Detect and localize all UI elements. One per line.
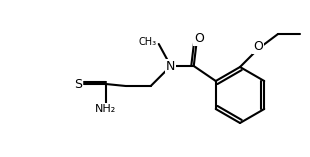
Text: N: N bbox=[166, 60, 175, 73]
Text: NH₂: NH₂ bbox=[95, 104, 116, 114]
Text: O: O bbox=[253, 41, 263, 54]
Text: S: S bbox=[74, 78, 82, 90]
Text: CH₃: CH₃ bbox=[139, 37, 157, 47]
Text: O: O bbox=[194, 32, 204, 46]
